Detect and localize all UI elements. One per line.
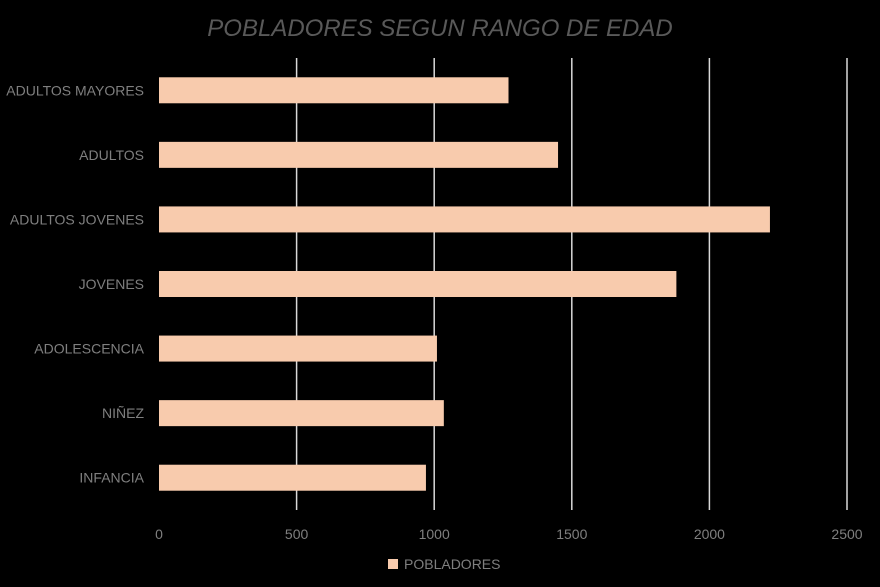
bars [159, 77, 770, 491]
category-label: INFANCIA [79, 470, 144, 486]
x-tick-label: 1500 [556, 526, 587, 542]
x-tick-label: 500 [285, 526, 309, 542]
category-label: ADULTOS [79, 147, 144, 163]
chart-title: POBLADORES SEGUN RANGO DE EDAD [207, 15, 672, 42]
bar [159, 335, 437, 362]
x-tick-label: 0 [155, 526, 163, 542]
category-label: ADOLESCENCIA [34, 341, 144, 357]
category-labels: ADULTOS MAYORES ADULTOS ADULTOS JOVENES JOV… [6, 82, 144, 485]
category-label: JOVENES [79, 276, 144, 292]
category-label: NIÑEZ [102, 405, 144, 421]
bar [159, 77, 509, 104]
category-label: ADULTOS MAYORES [6, 82, 144, 98]
legend-swatch [388, 559, 398, 569]
bar [159, 141, 559, 168]
x-tick-labels: 0 500 1000 1500 2000 2500 [155, 526, 863, 542]
bar [159, 464, 426, 491]
bar [159, 206, 770, 233]
x-tick-label: 2000 [694, 526, 725, 542]
bar [159, 400, 444, 427]
legend: POBLADORES [388, 556, 500, 572]
bar [159, 271, 677, 297]
legend-label: POBLADORES [404, 556, 500, 572]
x-tick-label: 1000 [419, 526, 450, 542]
x-tick-label: 2500 [831, 526, 862, 542]
category-label: ADULTOS JOVENES [10, 211, 144, 227]
